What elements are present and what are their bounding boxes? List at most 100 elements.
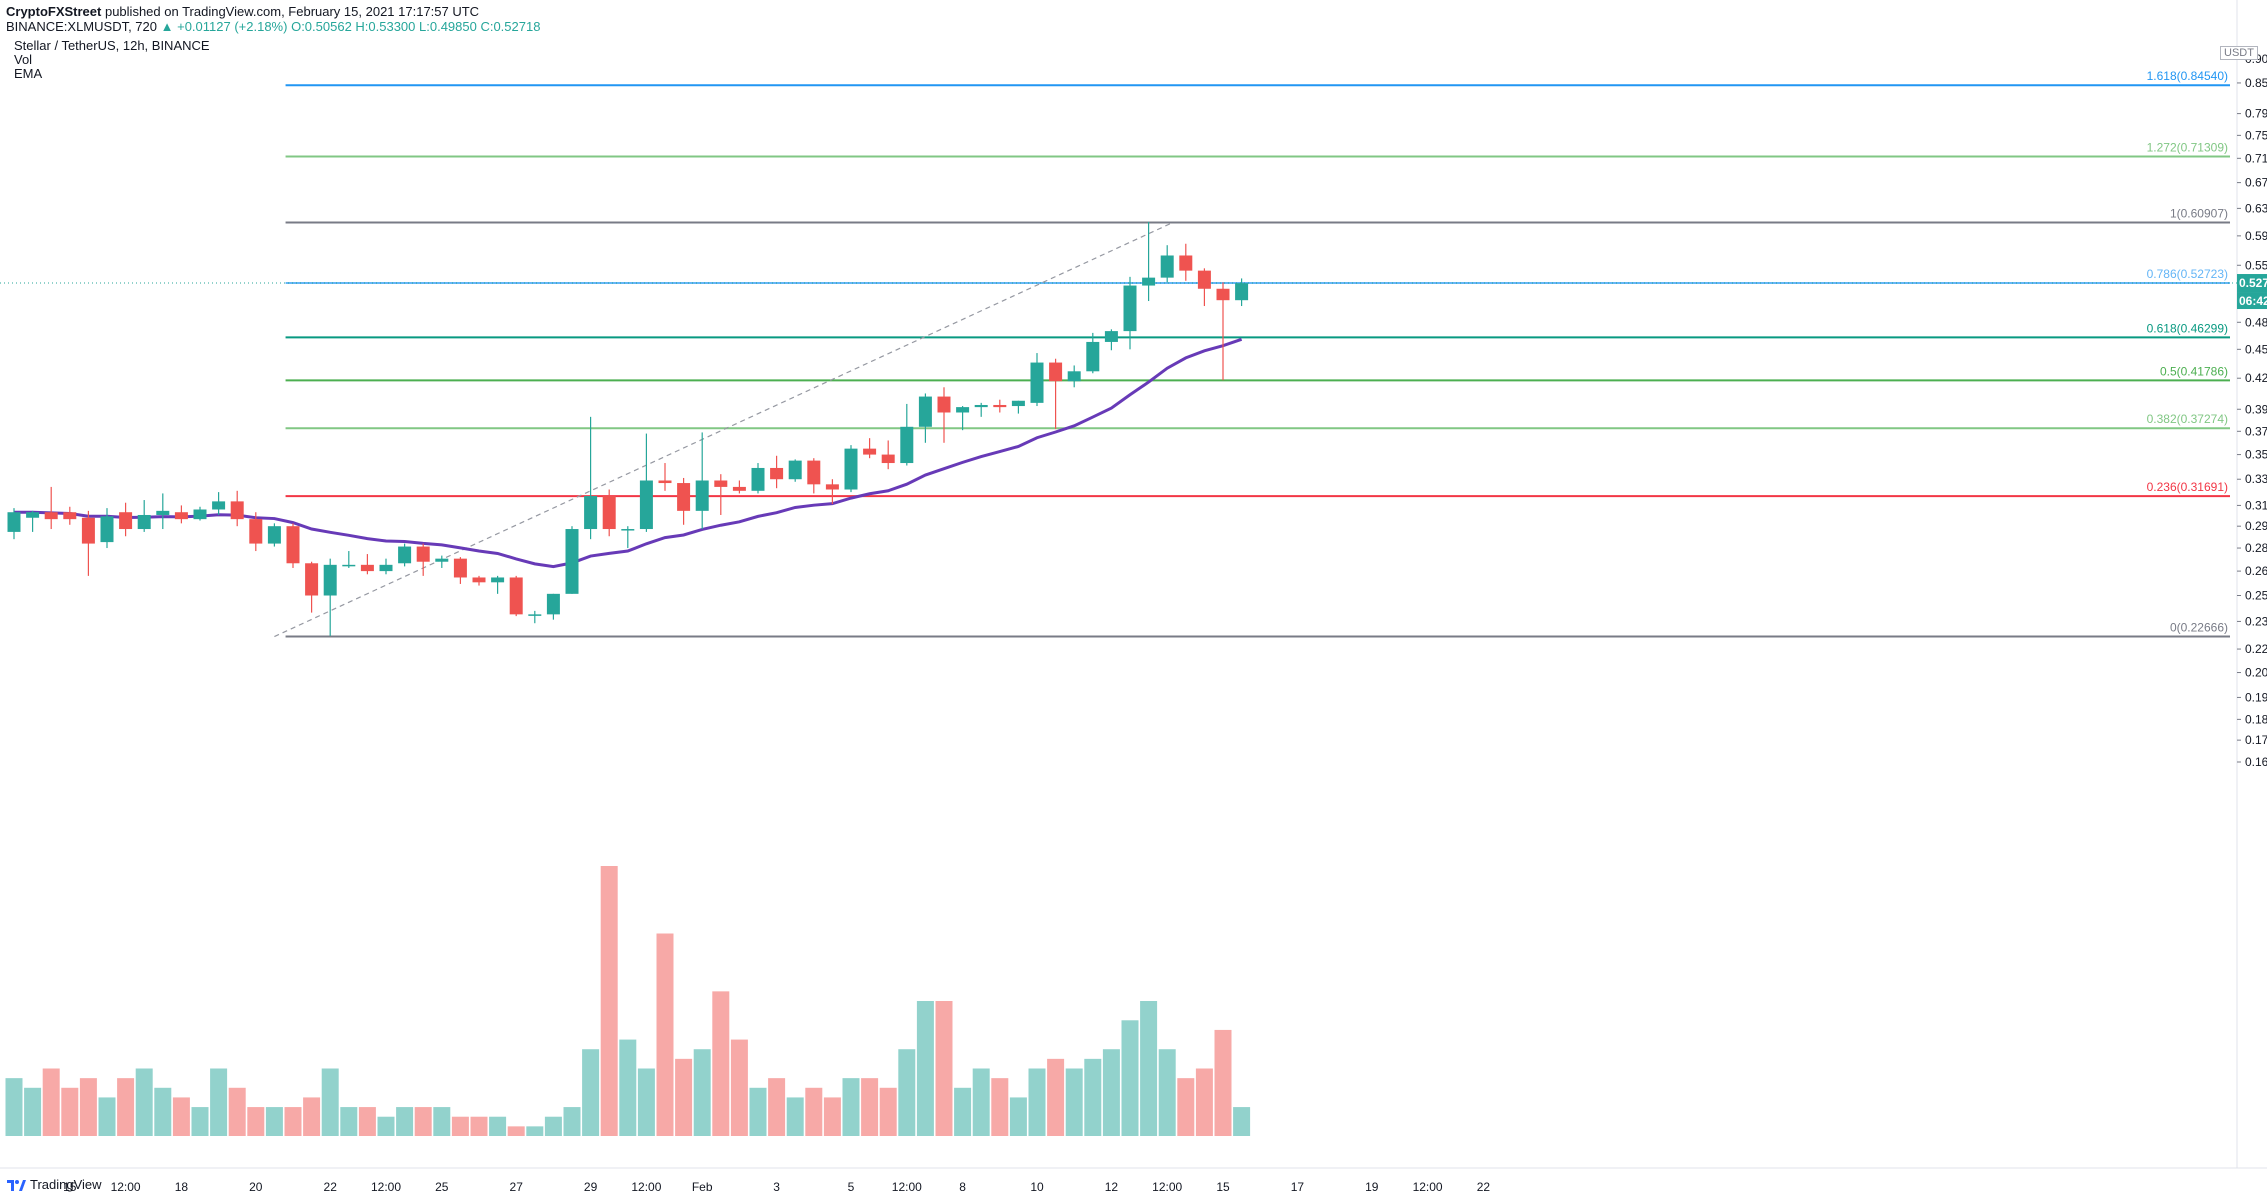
legend-vol[interactable]: Vol	[14, 52, 33, 67]
candle-body	[416, 546, 430, 562]
time-tick-label: 12	[1105, 1180, 1119, 1194]
price-tick-label: 0.42000	[2245, 371, 2267, 385]
time-tick-label: 5	[848, 1180, 855, 1194]
volume-bar	[98, 1097, 116, 1136]
volume-bar	[861, 1078, 879, 1136]
fib-level-label: 0.786(0.52723)	[2147, 267, 2228, 281]
price-tick-label: 0.48000	[2245, 315, 2267, 329]
candle-body	[249, 519, 263, 544]
price-tick-label: 0.55000	[2245, 258, 2267, 272]
candle-body	[44, 512, 58, 520]
price-tick-label: 0.79000	[2245, 107, 2267, 121]
price-tick-label: 0.45000	[2245, 342, 2267, 356]
candle-body	[1104, 331, 1118, 342]
candle-body	[509, 577, 523, 615]
candle-body	[658, 480, 672, 484]
price-tick-label: 0.26500	[2245, 564, 2267, 578]
time-tick-label: 15	[1216, 1180, 1230, 1194]
price-tick-label: 0.22000	[2245, 642, 2267, 656]
candle-body	[1235, 283, 1249, 301]
volume-bar	[1233, 1107, 1251, 1136]
candle-body	[677, 483, 691, 511]
volume-bar	[1047, 1058, 1065, 1136]
legend-ema[interactable]: EMA	[14, 66, 43, 81]
candle-body	[230, 501, 244, 520]
candle-body	[193, 509, 207, 520]
symbol-name: BINANCE:XLMUSDT, 720	[6, 19, 157, 34]
fib-level-label: 1.272(0.71309)	[2147, 141, 2228, 155]
volume-bar	[470, 1116, 488, 1136]
volume-bar	[1084, 1058, 1102, 1136]
volume-bar	[935, 1001, 953, 1136]
candle-body	[137, 514, 151, 530]
time-tick-label: 25	[435, 1180, 449, 1194]
candle-body	[770, 467, 784, 480]
time-tick-label: 12:00	[371, 1180, 401, 1194]
price-change: ▲ +0.01127 (+2.18%)	[160, 19, 288, 34]
candle-body	[956, 407, 970, 413]
candle-body	[100, 516, 114, 543]
volume-bar	[377, 1116, 395, 1136]
candle-body	[695, 480, 709, 511]
volume-bar	[1214, 1029, 1232, 1136]
price-tick-label: 0.63000	[2245, 201, 2267, 215]
tradingview-branding[interactable]: TradingView	[6, 1177, 102, 1192]
price-tick-label: 0.85000	[2245, 76, 2267, 90]
candle-body	[1049, 362, 1063, 382]
candle-body	[491, 577, 505, 583]
volume-bar	[805, 1087, 823, 1136]
volume-bar	[321, 1068, 339, 1136]
price-tick-label: 0.67000	[2245, 176, 2267, 190]
price-tick-label: 0.37000	[2245, 424, 2267, 438]
candle-body	[714, 480, 728, 487]
time-tick-label: 18	[175, 1180, 189, 1194]
volume-bar	[284, 1107, 302, 1136]
candle-body	[528, 614, 542, 616]
volume-bar	[358, 1107, 376, 1136]
fib-level-label: 1.618(0.84540)	[2147, 69, 2228, 83]
currency-unit[interactable]: USDT	[2220, 46, 2258, 60]
candle-body	[212, 501, 226, 510]
time-tick-label: 20	[249, 1180, 263, 1194]
candle-body	[639, 480, 653, 530]
time-tick-label: 22	[324, 1180, 338, 1194]
volume-bar	[396, 1107, 414, 1136]
last-price-tag: 0.52718	[2239, 276, 2267, 290]
candle-body	[1086, 341, 1100, 372]
volume-bar	[730, 1039, 748, 1136]
candle-body	[453, 558, 467, 578]
candle-body	[7, 512, 21, 532]
volume-bar	[954, 1087, 972, 1136]
volume-bar	[786, 1097, 804, 1136]
time-tick-label: 10	[1030, 1180, 1044, 1194]
candle-body	[472, 577, 486, 583]
candle-body	[305, 563, 319, 596]
candle-body	[1030, 362, 1044, 403]
candle-body	[1216, 288, 1230, 301]
symbol-info: BINANCE:XLMUSDT, 720 ▲ +0.01127 (+2.18%)…	[6, 19, 540, 34]
volume-bar	[898, 1049, 916, 1136]
volume-bar	[712, 991, 730, 1136]
author-name[interactable]: CryptoFXStreet	[6, 4, 102, 19]
time-tick-label: 8	[959, 1180, 966, 1194]
countdown-tag-bg	[2237, 292, 2267, 310]
volume-bar	[656, 933, 674, 1136]
volume-bar	[210, 1068, 228, 1136]
candle-body	[1067, 371, 1081, 382]
candle-body	[1142, 277, 1156, 286]
candle-body	[602, 496, 616, 530]
candle-body	[863, 448, 877, 455]
volume-bar	[544, 1116, 562, 1136]
candle-body	[63, 512, 77, 520]
candle-body	[918, 396, 932, 427]
candle-body	[993, 404, 1007, 408]
volume-bar	[340, 1107, 358, 1136]
volume-bar	[135, 1068, 153, 1136]
time-tick-label: 12:00	[631, 1180, 661, 1194]
candle-body	[1179, 255, 1193, 271]
volume-bar	[619, 1039, 637, 1136]
volume-bar	[24, 1087, 42, 1136]
volume-bar	[247, 1107, 265, 1136]
candle-body	[360, 564, 374, 572]
